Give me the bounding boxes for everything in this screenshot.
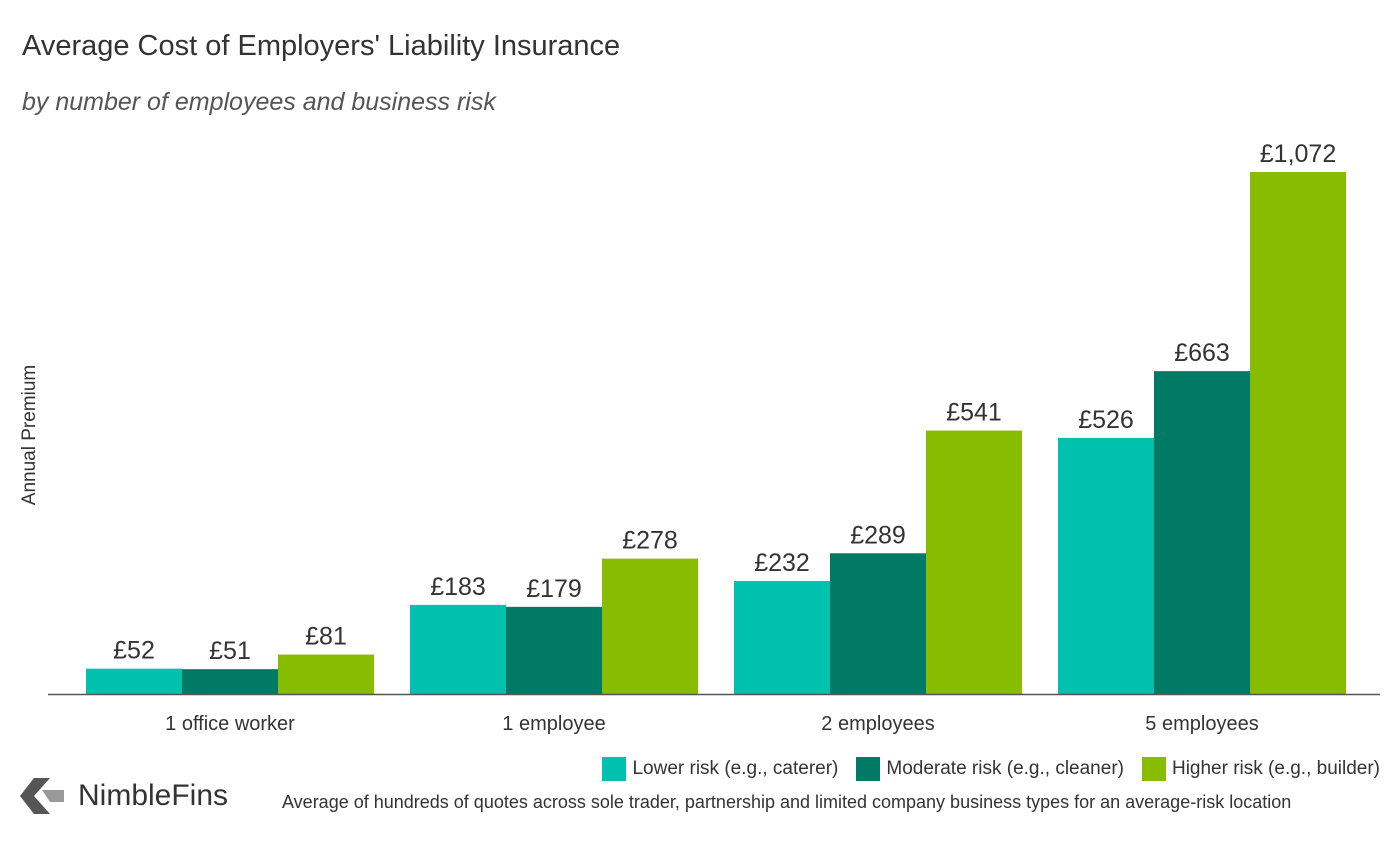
legend-swatch-lower-risk: [602, 757, 627, 781]
data-label-lower-risk: £183: [430, 573, 486, 601]
data-label-higher-risk: £278: [622, 527, 678, 555]
chart-title: Average Cost of Employers' Liability Ins…: [22, 30, 621, 62]
data-label-higher-risk: £1,072: [1260, 140, 1336, 168]
x-tick-label: 1 office worker: [165, 713, 295, 735]
data-label-moderate-risk: £179: [526, 575, 582, 603]
data-label-lower-risk: £52: [113, 637, 155, 665]
chart-legend: Lower risk (e.g., caterer) Moderate risk…: [602, 757, 1380, 781]
data-label-moderate-risk: £289: [850, 521, 906, 549]
legend-label-higher-risk: Higher risk (e.g., builder): [1171, 758, 1380, 779]
bar-lower-risk: [410, 604, 506, 694]
bar-higher-risk: [1250, 172, 1346, 694]
legend-label-lower-risk: Lower risk (e.g., caterer): [632, 758, 839, 779]
data-label-moderate-risk: £51: [209, 637, 251, 665]
x-tick-label: 5 employees: [1145, 713, 1258, 735]
legend-item-moderate-risk: Moderate risk (e.g., cleaner): [856, 757, 1124, 781]
data-label-moderate-risk: £663: [1174, 339, 1230, 367]
bar-higher-risk: [926, 430, 1022, 694]
chart-subtitle: by number of employees and business risk: [22, 88, 496, 116]
bar-moderate-risk: [182, 669, 278, 694]
bar-lower-risk: [86, 668, 182, 694]
legend-item-higher-risk: Higher risk (e.g., builder): [1141, 757, 1380, 781]
x-tick-label: 1 employee: [502, 713, 605, 735]
legend-label-moderate-risk: Moderate risk (e.g., cleaner): [886, 758, 1124, 779]
legend-item-lower-risk: Lower risk (e.g., caterer): [602, 757, 838, 781]
x-tick-label: 2 employees: [821, 713, 934, 735]
bar-higher-risk: [278, 654, 374, 694]
data-label-higher-risk: £541: [946, 399, 1002, 427]
nimblefins-chevron-icon: [20, 778, 64, 814]
bar-higher-risk: [602, 558, 698, 694]
bar-lower-risk: [734, 581, 830, 694]
legend-swatch-higher-risk: [1141, 757, 1166, 781]
data-label-lower-risk: £232: [754, 549, 810, 577]
nimblefins-logo: NimbleFins: [20, 778, 228, 814]
logo-text: NimbleFins: [78, 779, 229, 812]
bar-moderate-risk: [1154, 371, 1250, 694]
data-label-higher-risk: £81: [305, 623, 347, 651]
bar-lower-risk: [1058, 437, 1154, 694]
legend-swatch-moderate-risk: [856, 757, 881, 781]
bar-moderate-risk: [830, 553, 926, 694]
footnote: Average of hundreds of quotes across sol…: [282, 792, 1292, 812]
data-label-lower-risk: £526: [1078, 406, 1134, 434]
bar-moderate-risk: [506, 606, 602, 694]
